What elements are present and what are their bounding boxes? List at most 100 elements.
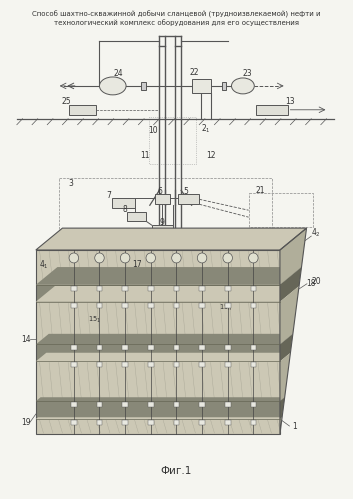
Ellipse shape: [100, 77, 126, 95]
Bar: [251, 345, 256, 350]
Polygon shape: [36, 401, 280, 419]
Polygon shape: [36, 286, 299, 302]
Polygon shape: [36, 228, 306, 250]
Bar: [251, 362, 256, 367]
Bar: [251, 303, 256, 308]
Bar: [122, 402, 128, 407]
Text: 10: 10: [148, 126, 157, 135]
Text: Способ шахтно-скважинной добычи сланцевой (труднoизвлекаемой) нефти и: Способ шахтно-скважинной добычи сланцево…: [32, 10, 321, 18]
Bar: [199, 345, 205, 350]
Bar: [69, 105, 96, 115]
Text: 9: 9: [160, 218, 164, 227]
Bar: [249, 193, 313, 227]
Polygon shape: [36, 302, 280, 344]
Text: 21: 21: [255, 186, 265, 195]
Polygon shape: [36, 417, 282, 419]
Text: $15_n$: $15_n$: [219, 302, 232, 313]
Ellipse shape: [249, 253, 258, 263]
Bar: [71, 286, 77, 291]
Bar: [225, 303, 231, 308]
Bar: [174, 286, 179, 291]
Polygon shape: [36, 397, 285, 401]
Bar: [225, 420, 231, 425]
Bar: [97, 286, 102, 291]
Text: 3: 3: [68, 179, 73, 188]
Bar: [192, 79, 211, 93]
Text: 24: 24: [114, 69, 123, 78]
Bar: [148, 345, 154, 350]
Text: 6: 6: [158, 187, 163, 196]
Bar: [225, 402, 231, 407]
Bar: [174, 345, 179, 350]
Polygon shape: [280, 353, 291, 401]
Bar: [71, 303, 77, 308]
Bar: [71, 362, 77, 367]
Text: 11: 11: [140, 151, 150, 160]
Text: $15_2$: $15_2$: [115, 332, 128, 343]
Polygon shape: [280, 228, 306, 285]
Text: 17: 17: [133, 260, 142, 269]
Bar: [59, 179, 273, 250]
Bar: [148, 286, 154, 291]
Polygon shape: [36, 344, 280, 361]
Text: 1: 1: [292, 422, 297, 431]
Bar: [152, 225, 173, 234]
Bar: [199, 402, 205, 407]
Text: 23: 23: [243, 69, 252, 78]
Ellipse shape: [197, 253, 207, 263]
Bar: [97, 420, 102, 425]
Text: $4_2$: $4_2$: [311, 227, 321, 240]
Text: 19: 19: [22, 418, 31, 427]
Text: 14: 14: [22, 335, 31, 344]
Polygon shape: [280, 397, 285, 419]
Ellipse shape: [69, 253, 79, 263]
Polygon shape: [36, 250, 280, 285]
Bar: [148, 420, 154, 425]
Text: 20: 20: [312, 277, 321, 286]
Bar: [148, 303, 154, 308]
Ellipse shape: [146, 253, 156, 263]
Bar: [141, 82, 146, 90]
Bar: [148, 402, 154, 407]
Polygon shape: [36, 267, 301, 285]
Bar: [174, 303, 179, 308]
Bar: [97, 303, 102, 308]
Bar: [225, 362, 231, 367]
Ellipse shape: [95, 253, 104, 263]
Bar: [71, 402, 77, 407]
Polygon shape: [36, 361, 280, 401]
Bar: [174, 362, 179, 367]
Polygon shape: [36, 419, 280, 434]
Bar: [112, 198, 134, 208]
Bar: [97, 402, 102, 407]
Bar: [97, 362, 102, 367]
Bar: [71, 420, 77, 425]
Bar: [122, 286, 128, 291]
Bar: [122, 362, 128, 367]
Bar: [122, 345, 128, 350]
Bar: [148, 362, 154, 367]
Text: 7: 7: [107, 191, 112, 200]
Bar: [199, 286, 205, 291]
Bar: [97, 345, 102, 350]
Bar: [122, 420, 128, 425]
Bar: [199, 420, 205, 425]
Text: технологический комплекс оборудования для его осуществления: технологический комплекс оборудования дл…: [54, 19, 299, 25]
Text: 25: 25: [61, 97, 71, 106]
Text: $15_1$: $15_1$: [88, 314, 101, 325]
Bar: [225, 286, 231, 291]
Text: $16_n$: $16_n$: [238, 273, 251, 283]
Bar: [174, 402, 179, 407]
Bar: [199, 303, 205, 308]
Bar: [225, 345, 231, 350]
Text: 5: 5: [184, 187, 189, 196]
Polygon shape: [36, 334, 293, 344]
Ellipse shape: [232, 78, 254, 94]
Text: $16_{n-1}$: $16_{n-1}$: [204, 265, 223, 274]
Text: 18: 18: [306, 279, 316, 288]
Ellipse shape: [223, 253, 233, 263]
Bar: [122, 303, 128, 308]
Bar: [251, 420, 256, 425]
Polygon shape: [280, 267, 301, 302]
Bar: [199, 362, 205, 367]
